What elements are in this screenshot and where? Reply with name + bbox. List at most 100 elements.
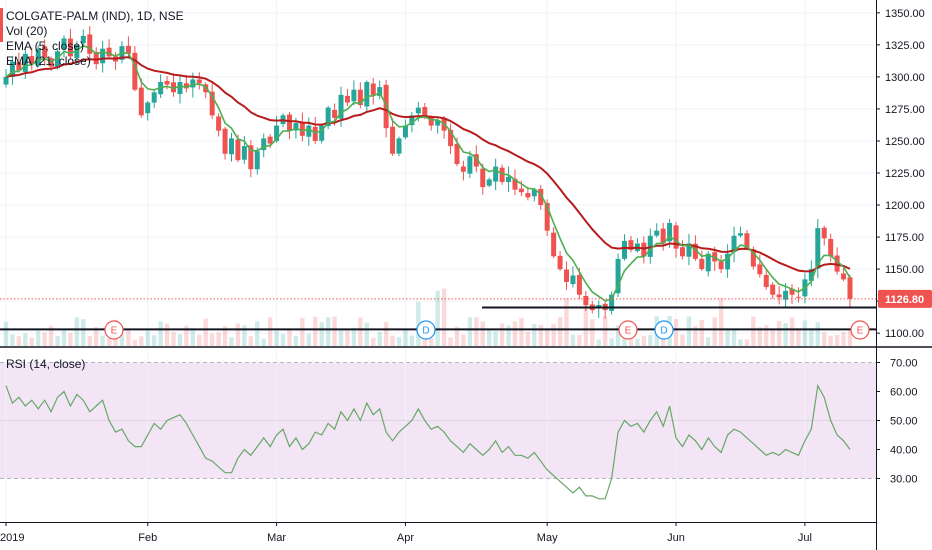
candle-body[interactable] — [235, 139, 241, 161]
candle-body[interactable] — [241, 146, 247, 160]
candle-body[interactable] — [171, 82, 177, 93]
candle-body[interactable] — [55, 51, 61, 69]
candle-body[interactable] — [628, 240, 634, 250]
candle-body[interactable] — [203, 84, 209, 93]
candle-body[interactable] — [673, 225, 679, 249]
candle-body[interactable] — [480, 168, 486, 188]
candle-body[interactable] — [222, 128, 228, 154]
candle-body[interactable] — [615, 258, 621, 294]
candle-body[interactable] — [641, 242, 647, 257]
candle-body[interactable] — [737, 233, 743, 236]
candle-body[interactable] — [783, 290, 789, 300]
candle-body[interactable] — [544, 203, 550, 231]
candle-body[interactable] — [106, 47, 112, 57]
volume-legend[interactable]: Vol (20) — [6, 24, 48, 38]
candle-body[interactable] — [821, 227, 827, 239]
candle-body[interactable] — [583, 295, 589, 305]
candle-body[interactable] — [847, 277, 853, 299]
candle-body[interactable] — [750, 249, 756, 267]
candle-body[interactable] — [216, 116, 222, 131]
candle-body[interactable] — [80, 35, 86, 44]
candle-body[interactable] — [100, 48, 106, 64]
candle-body[interactable] — [564, 269, 570, 282]
event-marker-earnings[interactable]: E — [104, 320, 124, 340]
candle-body[interactable] — [248, 145, 254, 170]
candle-body[interactable] — [364, 82, 370, 107]
candle-body[interactable] — [415, 107, 421, 114]
candle-body[interactable] — [209, 91, 215, 116]
ema-5-legend[interactable]: EMA (5, close) — [6, 39, 85, 53]
candle-body[interactable] — [531, 189, 537, 197]
candle-body[interactable] — [299, 121, 305, 136]
support-lines[interactable] — [0, 306, 876, 331]
candle-body[interactable] — [744, 233, 750, 249]
symbol-title[interactable]: COLGATE-PALM (IND), 1D, NSE — [6, 9, 184, 23]
event-marker-earnings[interactable]: E — [618, 320, 638, 340]
candle-body[interactable] — [525, 193, 531, 198]
candle-body[interactable] — [261, 138, 267, 151]
candle-body[interactable] — [125, 45, 131, 54]
candle-body[interactable] — [705, 253, 711, 272]
candle-body[interactable] — [493, 166, 499, 182]
candle-body[interactable] — [42, 46, 48, 58]
candle-body[interactable] — [499, 167, 505, 182]
candle-body[interactable] — [776, 294, 782, 298]
candle-body[interactable] — [654, 230, 660, 236]
candle-body[interactable] — [293, 123, 299, 131]
candle-body[interactable] — [686, 243, 692, 257]
candle-body[interactable] — [3, 76, 9, 85]
candle-body[interactable] — [151, 92, 157, 103]
candle-body[interactable] — [518, 188, 524, 193]
candle-body[interactable] — [196, 79, 202, 84]
candle-body[interactable] — [357, 89, 363, 106]
candle-body[interactable] — [763, 274, 769, 288]
candle-body[interactable] — [390, 126, 396, 154]
candle-body[interactable] — [486, 179, 492, 186]
candle-body[interactable] — [757, 264, 763, 275]
candle-body[interactable] — [557, 255, 563, 270]
candle-body[interactable] — [448, 129, 454, 147]
candle-body[interactable] — [828, 238, 834, 257]
candle-body[interactable] — [570, 275, 576, 285]
ema-21-legend[interactable]: EMA (21, close) — [6, 54, 91, 68]
candle-body[interactable] — [370, 83, 376, 95]
candle-body[interactable] — [267, 136, 273, 144]
event-marker-earnings[interactable]: E — [850, 320, 870, 340]
candle-body[interactable] — [467, 156, 473, 174]
candle-body[interactable] — [274, 125, 280, 142]
candle-body[interactable] — [35, 48, 41, 66]
candle-body[interactable] — [74, 44, 80, 59]
candle-body[interactable] — [538, 188, 544, 206]
event-marker-dividend[interactable]: D — [654, 320, 674, 340]
candle-body[interactable] — [679, 247, 685, 257]
candle-body[interactable] — [351, 89, 357, 102]
candle-body[interactable] — [332, 109, 338, 118]
candle-body[interactable] — [473, 154, 479, 167]
candle-body[interactable] — [699, 258, 705, 270]
candle-body[interactable] — [718, 261, 724, 270]
candle-body[interactable] — [815, 228, 821, 269]
candle-body[interactable] — [16, 62, 22, 71]
candle-body[interactable] — [87, 34, 93, 54]
candle-body[interactable] — [609, 294, 615, 311]
candle-body[interactable] — [396, 138, 402, 154]
candle-body[interactable] — [725, 253, 731, 270]
candle-body[interactable] — [795, 296, 801, 298]
candle-body[interactable] — [692, 243, 698, 259]
event-marker-dividend[interactable]: D — [416, 320, 436, 340]
candle-body[interactable] — [435, 120, 441, 126]
candle-body[interactable] — [138, 87, 144, 116]
candle-body[interactable] — [29, 56, 35, 65]
candle-body[interactable] — [551, 232, 557, 257]
candle-body[interactable] — [770, 284, 776, 295]
candle-body[interactable] — [228, 138, 234, 155]
candle-body[interactable] — [789, 288, 795, 295]
candle-body[interactable] — [402, 125, 408, 138]
candle-body[interactable] — [667, 222, 673, 242]
candle-body[interactable] — [93, 52, 99, 65]
candle-body[interactable] — [512, 178, 518, 190]
candle-body[interactable] — [428, 117, 434, 126]
candle-body[interactable] — [841, 273, 847, 280]
